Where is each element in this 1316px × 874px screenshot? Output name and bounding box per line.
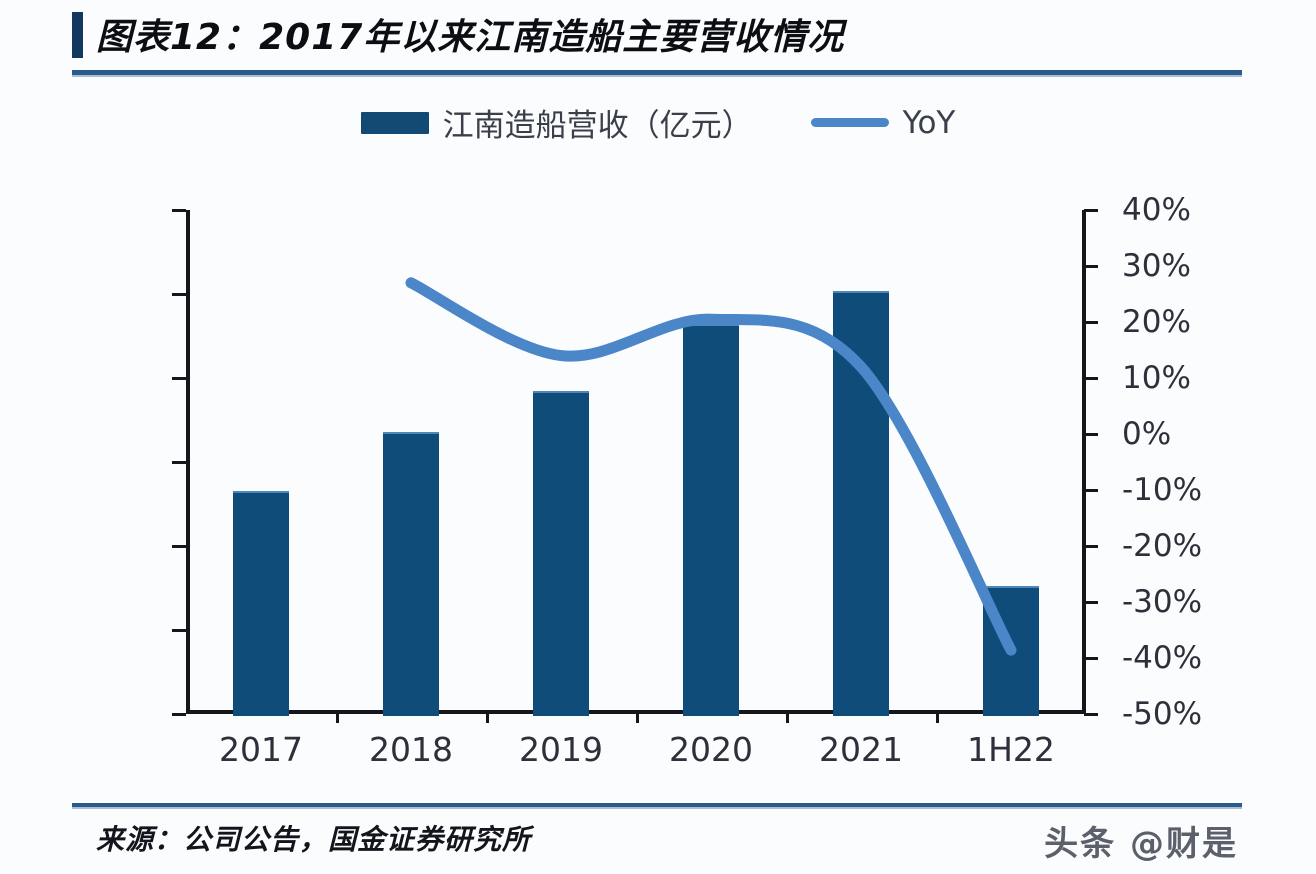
x-axis-label-2017: 2017: [219, 730, 303, 769]
title-divider-secondary: [72, 75, 1242, 77]
footer-divider: [72, 803, 1242, 807]
y-axis-left-tick: [172, 208, 186, 212]
x-axis-label-2021: 2021: [819, 730, 903, 769]
x-axis-label-1H22: 1H22: [967, 730, 1055, 769]
y-axis-right-tick-label: -50%: [1122, 696, 1203, 732]
y-axis-left-tick: [172, 292, 186, 296]
y-axis-right-tick-label: 30%: [1122, 248, 1191, 284]
y-axis-right-tick-label: -30%: [1122, 584, 1203, 620]
y-axis-right-tick: [1084, 488, 1098, 492]
y-axis-right-tick: [1084, 600, 1098, 604]
legend-label-revenue: 江南造船营收（亿元）: [442, 108, 753, 144]
y-axis-right-tick-label: 40%: [1122, 192, 1191, 228]
y-axis-left-tick: [172, 712, 186, 716]
y-axis-right-tick: [1084, 544, 1098, 548]
title-accent-bar: [72, 12, 83, 58]
y-axis-right-tick: [1084, 712, 1098, 716]
bar-2020[interactable]: [683, 324, 739, 716]
legend-label-yoy: YoY: [902, 104, 956, 141]
x-axis-tick: [486, 710, 489, 723]
watermark: 头条 @财是: [1044, 824, 1238, 864]
yoy-line-series: [405, 277, 1017, 656]
y-axis-right-tick-label: -40%: [1122, 640, 1203, 676]
title-divider: [72, 70, 1242, 75]
y-axis-right-tick-label: 0%: [1122, 416, 1172, 452]
legend-item-revenue[interactable]: 江南造船营收（亿元）: [360, 100, 753, 145]
y-axis-left-tick: [172, 460, 186, 464]
x-axis-label-2018: 2018: [369, 730, 453, 769]
y-axis-left: [186, 210, 190, 714]
y-axis-right-tick: [1084, 264, 1098, 268]
bar-2017[interactable]: [233, 490, 289, 716]
y-axis-left-tick: [172, 544, 186, 548]
legend-item-yoy[interactable]: YoY: [810, 104, 956, 141]
x-axis-tick: [786, 710, 789, 723]
x-axis-tick: [336, 710, 339, 723]
y-axis-left-tick: [172, 376, 186, 380]
footer-divider-secondary: [72, 807, 1242, 809]
source-note: 来源：公司公告，国金证券研究所: [96, 823, 532, 856]
chart-plot-area: 050100150200250300 -50%-40%-30%-20%-10%0…: [172, 192, 1202, 769]
y-axis-right-tick: [1084, 656, 1098, 660]
y-axis-right-tick: [1084, 320, 1098, 324]
y-axis-right-tick: [1084, 432, 1098, 436]
x-axis-tick: [936, 710, 939, 723]
x-axis-label-2020: 2020: [669, 730, 753, 769]
x-axis-tick: [636, 710, 639, 723]
y-axis-right-tick-label: -20%: [1122, 528, 1203, 564]
yoy-line-path: [405, 277, 1017, 656]
y-axis-left-tick: [172, 628, 186, 632]
legend-bar-swatch-icon: [360, 111, 429, 134]
legend-line-swatch-icon: [810, 118, 889, 127]
y-axis-right-tick-label: 10%: [1122, 360, 1191, 396]
bar-2018[interactable]: [383, 431, 439, 716]
x-axis-label-2019: 2019: [519, 730, 603, 769]
chart-legend: 江南造船营收（亿元） YoY: [0, 100, 1316, 145]
y-axis-right: [1082, 210, 1086, 714]
y-axis-right-tick: [1084, 208, 1098, 212]
bar-2019[interactable]: [533, 391, 589, 716]
y-axis-right-tick-label: 20%: [1122, 304, 1191, 340]
y-axis-right-tick-label: -10%: [1122, 472, 1203, 508]
y-axis-right-tick: [1084, 376, 1098, 380]
page-title: 图表12：2017年以来江南造船主要营收情况: [96, 17, 845, 58]
